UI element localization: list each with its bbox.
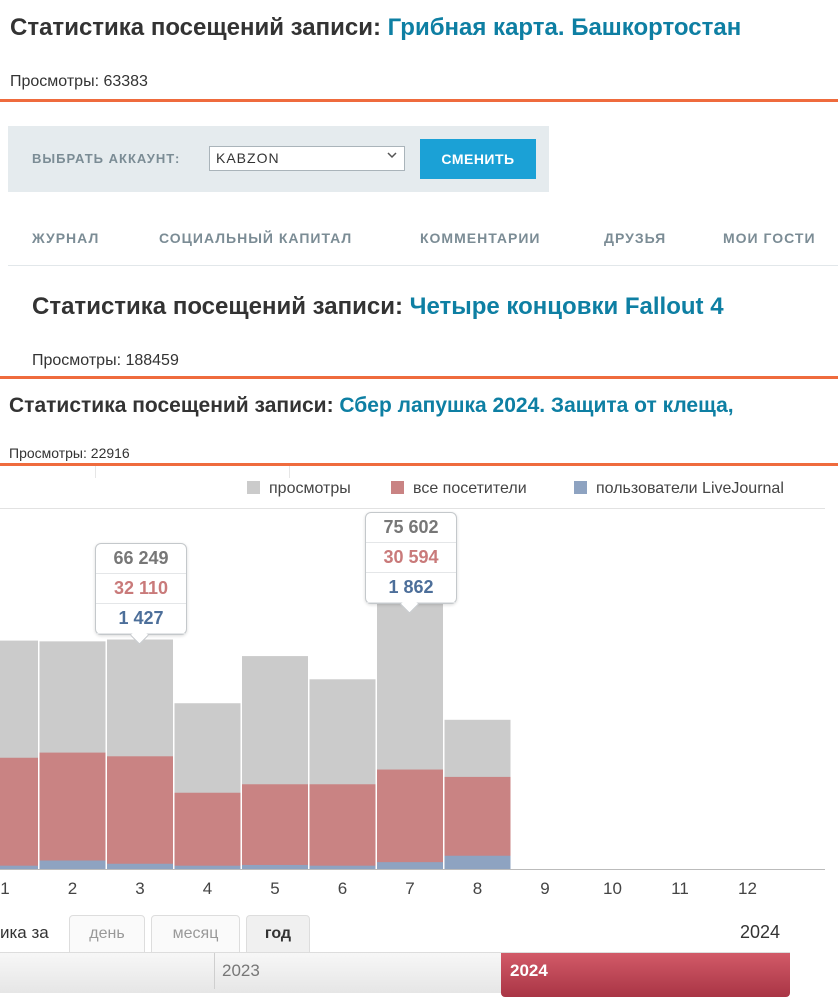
tooltip-visitors: 32 110 (96, 574, 186, 604)
divider (0, 376, 838, 379)
stat-title-prefix: Статистика посещений записи: (32, 293, 403, 320)
views-count-1: Просмотры: 63383 (10, 73, 148, 90)
bar-visitors-5[interactable] (242, 784, 308, 869)
legend-all-visitors: все посетители (391, 480, 527, 498)
bar-chart (0, 508, 825, 870)
nav-divider (8, 265, 838, 266)
nav-social-capital[interactable]: СОЦИАЛЬНЫЙ КАПИТАЛ (159, 230, 353, 246)
bar-lj-users-3[interactable] (107, 863, 173, 869)
post-title-link[interactable]: Четыре концовки Fallout 4 (409, 293, 724, 320)
x-tick-label: 6 (337, 879, 348, 898)
x-tick-label: 4 (202, 879, 213, 898)
timeline-year-2023[interactable]: 2023 (222, 961, 260, 980)
divider (0, 463, 838, 466)
views-count-2: Просмотры: 188459 (32, 352, 179, 369)
bar-visitors-3[interactable] (107, 756, 173, 869)
x-tick-label: 10 (603, 879, 622, 898)
tooltip-month-7: 75 602 30 594 1 862 (365, 512, 457, 614)
change-account-button[interactable]: СМЕНИТЬ (420, 139, 536, 179)
x-tick-label: 9 (540, 879, 550, 898)
x-tick-label: 5 (270, 879, 280, 898)
stat-title-prefix: Статистика посещений записи: (9, 394, 334, 417)
period-year-button[interactable]: год (246, 915, 310, 953)
legend-lj-users: пользователи LiveJournal (574, 480, 784, 498)
nav-my-guests[interactable]: МОИ ГОСТИ (723, 230, 816, 246)
bar-lj-users-7[interactable] (377, 862, 443, 869)
bar-lj-users-6[interactable] (309, 865, 376, 869)
divider (0, 99, 838, 102)
x-tick-label: 7 (405, 879, 415, 898)
x-tick-label: 3 (135, 879, 145, 898)
period-prefix: ика за (0, 923, 49, 942)
nav-friends[interactable]: ДРУЗЬЯ (604, 230, 667, 246)
chevron-down-icon (386, 149, 398, 164)
x-tick-label: 11 (671, 879, 689, 898)
bar-lj-users-5[interactable] (242, 864, 308, 869)
tooltip-views: 66 249 (96, 544, 186, 574)
account-select-value: KABZON (216, 150, 280, 166)
x-tick-label: 1 (0, 879, 10, 898)
nav-journal[interactable]: ЖУРНАЛ (32, 230, 100, 246)
legend-swatch (391, 481, 404, 494)
legend-swatch (247, 481, 260, 494)
post-title-link[interactable]: Сбер лапушка 2024. Защита от клеща, (339, 394, 734, 417)
account-label: ВЫБРАТЬ АККАУНТ: (32, 151, 181, 166)
timeline-slider[interactable]: 2023 2024 (0, 952, 790, 997)
bar-lj-users-8[interactable] (444, 855, 511, 869)
bar-visitors-7[interactable] (377, 769, 443, 869)
x-tick-label: 12 (738, 879, 757, 898)
tooltip-views: 75 602 (366, 513, 456, 543)
tooltip-month-3: 66 249 32 110 1 427 (95, 543, 187, 645)
bar-visitors-6[interactable] (309, 784, 376, 869)
legend-label: пользователи LiveJournal (596, 480, 784, 497)
bar-lj-users-1[interactable] (0, 865, 38, 869)
post-title-link[interactable]: Грибная карта. Башкортостан (387, 14, 742, 41)
x-tick-label: 2 (67, 879, 78, 898)
bar-visitors-1[interactable] (0, 757, 38, 869)
stat-title-3: Статистика посещений записи: Сбер лапушк… (9, 394, 734, 418)
legend-views: просмотры (247, 480, 351, 498)
legend-swatch (574, 481, 587, 494)
legend-label: все посетители (413, 480, 527, 497)
bars-group (0, 590, 511, 869)
timeline-divider (214, 953, 215, 989)
bar-lj-users-4[interactable] (174, 865, 241, 869)
account-select[interactable]: KABZON (209, 146, 405, 171)
tooltip-visitors: 30 594 (366, 543, 456, 573)
stat-title-2: Статистика посещений записи: Четыре конц… (32, 293, 724, 321)
nav-comments[interactable]: КОММЕНТАРИИ (420, 230, 541, 246)
tab-remnant (95, 466, 290, 478)
legend-label: просмотры (269, 480, 351, 497)
bar-visitors-8[interactable] (444, 776, 511, 869)
bar-lj-users-2[interactable] (39, 860, 106, 869)
timeline-selected-year[interactable]: 2024 (501, 953, 790, 997)
period-day-button[interactable]: день (69, 915, 145, 953)
views-count-3: Просмотры: 22916 (9, 445, 130, 461)
stat-title-1: Статистика посещений записи: Грибная кар… (10, 14, 741, 42)
period-month-button[interactable]: месяц (151, 915, 240, 953)
bar-visitors-4[interactable] (174, 792, 241, 869)
stat-title-prefix: Статистика посещений записи: (10, 14, 381, 41)
bar-visitors-2[interactable] (39, 752, 106, 869)
x-tick-label: 8 (472, 879, 483, 898)
current-year-label: 2024 (740, 922, 781, 942)
